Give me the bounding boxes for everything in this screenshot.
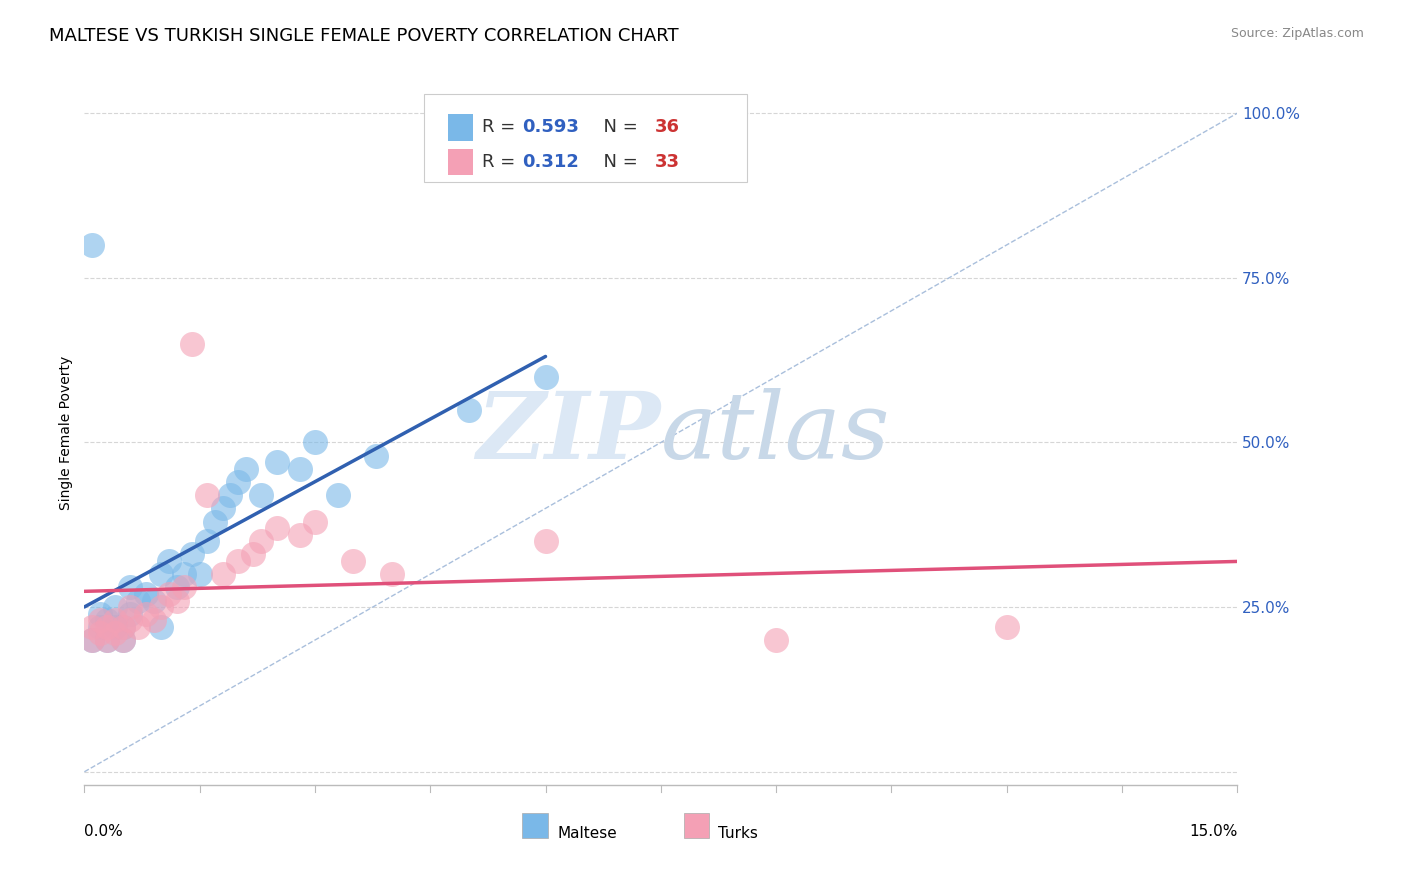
- Bar: [523, 814, 548, 838]
- Text: Source: ZipAtlas.com: Source: ZipAtlas.com: [1230, 27, 1364, 40]
- Point: [250, 534, 273, 549]
- Point: [111, 633, 134, 648]
- Text: 36: 36: [655, 119, 681, 136]
- FancyBboxPatch shape: [425, 95, 748, 183]
- Point: [173, 581, 195, 595]
- Point: [242, 548, 264, 562]
- Point: [142, 593, 165, 607]
- Text: R =: R =: [482, 153, 522, 171]
- Point: [150, 567, 173, 582]
- Point: [235, 462, 257, 476]
- Point: [89, 620, 111, 634]
- Point: [288, 462, 311, 476]
- Text: 15.0%: 15.0%: [1189, 823, 1237, 838]
- Point: [89, 626, 111, 640]
- Point: [89, 613, 111, 627]
- Point: [211, 501, 233, 516]
- Point: [288, 527, 311, 541]
- Text: 0.312: 0.312: [523, 153, 579, 171]
- Point: [96, 633, 118, 648]
- Point: [457, 402, 479, 417]
- Text: Turks: Turks: [718, 826, 758, 841]
- Point: [195, 488, 218, 502]
- Text: N =: N =: [592, 119, 643, 136]
- Point: [104, 600, 127, 615]
- Point: [166, 581, 188, 595]
- Point: [226, 475, 249, 489]
- Point: [266, 521, 288, 535]
- Point: [181, 548, 204, 562]
- Point: [366, 449, 388, 463]
- Point: [266, 455, 288, 469]
- Point: [534, 369, 557, 384]
- Point: [995, 620, 1018, 634]
- Point: [304, 435, 326, 450]
- Point: [157, 587, 180, 601]
- Text: N =: N =: [592, 153, 643, 171]
- Point: [96, 620, 118, 634]
- Point: [111, 620, 134, 634]
- Point: [381, 567, 404, 582]
- Point: [111, 633, 134, 648]
- Point: [120, 607, 142, 621]
- Point: [96, 613, 118, 627]
- Point: [157, 554, 180, 568]
- Text: 0.0%: 0.0%: [84, 823, 124, 838]
- Text: 0.593: 0.593: [523, 119, 579, 136]
- Point: [211, 567, 233, 582]
- Point: [96, 633, 118, 648]
- Point: [188, 567, 211, 582]
- Point: [80, 633, 103, 648]
- Point: [104, 626, 127, 640]
- Point: [304, 515, 326, 529]
- Point: [104, 620, 127, 634]
- Bar: [683, 814, 709, 838]
- Point: [120, 600, 142, 615]
- Point: [135, 587, 157, 601]
- Text: atlas: atlas: [661, 388, 890, 477]
- Point: [534, 534, 557, 549]
- Point: [195, 534, 218, 549]
- Point: [127, 593, 149, 607]
- Point: [135, 607, 157, 621]
- Point: [150, 600, 173, 615]
- Point: [111, 620, 134, 634]
- Point: [326, 488, 349, 502]
- Point: [219, 488, 242, 502]
- Text: 33: 33: [655, 153, 681, 171]
- Bar: [447, 114, 472, 141]
- Point: [89, 607, 111, 621]
- Text: MALTESE VS TURKISH SINGLE FEMALE POVERTY CORRELATION CHART: MALTESE VS TURKISH SINGLE FEMALE POVERTY…: [49, 27, 679, 45]
- Text: Maltese: Maltese: [557, 826, 617, 841]
- Point: [104, 613, 127, 627]
- Text: R =: R =: [482, 119, 522, 136]
- Point: [204, 515, 226, 529]
- Point: [342, 554, 364, 568]
- Point: [80, 633, 103, 648]
- Point: [181, 336, 204, 351]
- Text: ZIP: ZIP: [477, 388, 661, 477]
- Bar: [447, 149, 472, 176]
- Point: [226, 554, 249, 568]
- Point: [765, 633, 787, 648]
- Point: [142, 613, 165, 627]
- Y-axis label: Single Female Poverty: Single Female Poverty: [59, 356, 73, 509]
- Point: [80, 620, 103, 634]
- Point: [80, 238, 103, 252]
- Point: [173, 567, 195, 582]
- Point: [127, 620, 149, 634]
- Point: [166, 593, 188, 607]
- Point: [150, 620, 173, 634]
- Point: [250, 488, 273, 502]
- Point: [120, 613, 142, 627]
- Point: [120, 581, 142, 595]
